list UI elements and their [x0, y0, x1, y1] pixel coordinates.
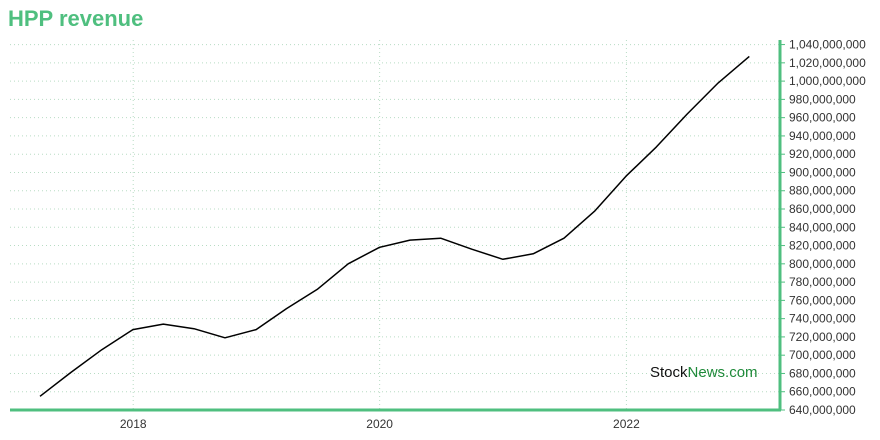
y-tick-label: 980,000,000 — [789, 92, 856, 106]
y-tick-label: 860,000,000 — [789, 202, 856, 216]
y-tick-label: 720,000,000 — [789, 330, 856, 344]
y-tick-label: 780,000,000 — [789, 275, 856, 289]
y-tick-label: 660,000,000 — [789, 385, 856, 399]
y-tick-label: 840,000,000 — [789, 220, 856, 234]
y-tick-label: 880,000,000 — [789, 184, 856, 198]
y-tick-label: 1,020,000,000 — [789, 56, 866, 70]
y-tick-label: 960,000,000 — [789, 111, 856, 125]
y-tick-label: 1,040,000,000 — [789, 38, 866, 52]
y-tick-label: 760,000,000 — [789, 293, 856, 307]
x-tick-label: 2022 — [613, 417, 640, 431]
y-tick-label: 700,000,000 — [789, 348, 856, 362]
chart-title: HPP revenue — [8, 6, 144, 31]
y-tick-label: 900,000,000 — [789, 165, 856, 179]
watermark-news: News.com — [687, 364, 758, 381]
x-tick-label: 2018 — [120, 417, 147, 431]
y-tick-label: 800,000,000 — [789, 257, 856, 271]
watermark-stock: Stock — [650, 364, 688, 381]
y-tick-label: 920,000,000 — [789, 147, 856, 161]
revenue-line — [39, 55, 750, 397]
y-tick-label: 680,000,000 — [789, 366, 856, 380]
y-tick-label: 940,000,000 — [789, 129, 856, 143]
watermark: StockNews.com — [650, 364, 758, 381]
x-tick-label: 2020 — [366, 417, 393, 431]
y-tick-label: 1,000,000,000 — [789, 74, 866, 88]
y-tick-label: 820,000,000 — [789, 239, 856, 253]
y-tick-label: 640,000,000 — [789, 403, 856, 417]
y-tick-label: 740,000,000 — [789, 312, 856, 326]
